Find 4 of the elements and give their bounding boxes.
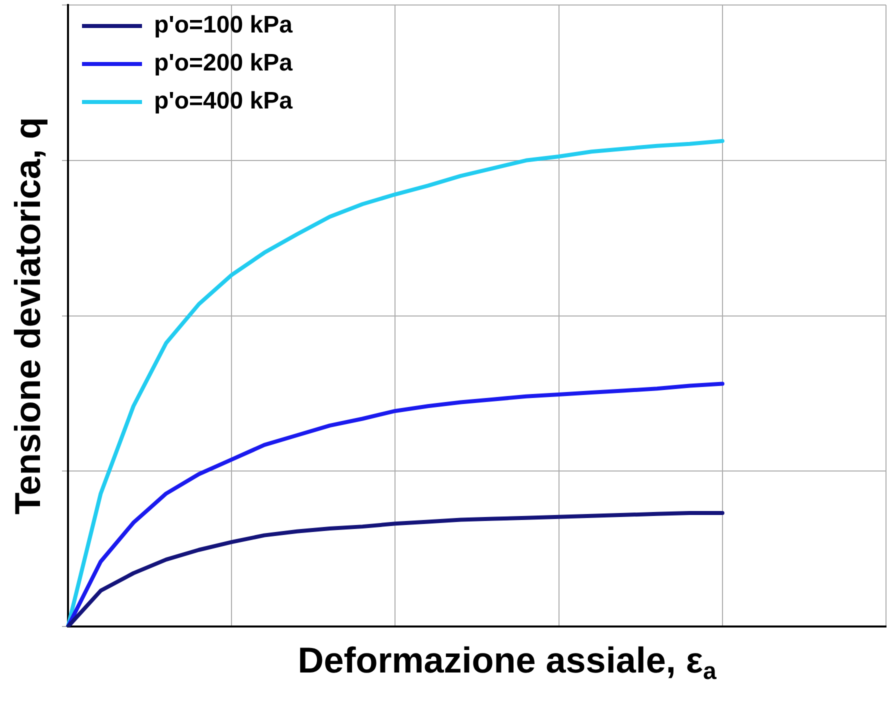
legend-label: p'o=400 kPa [154,88,294,115]
legend-label: p'o=100 kPa [154,12,294,39]
legend-label: p'o=200 kPa [154,50,294,77]
y-axis-title: Tensione deviatorica, q [6,117,48,515]
